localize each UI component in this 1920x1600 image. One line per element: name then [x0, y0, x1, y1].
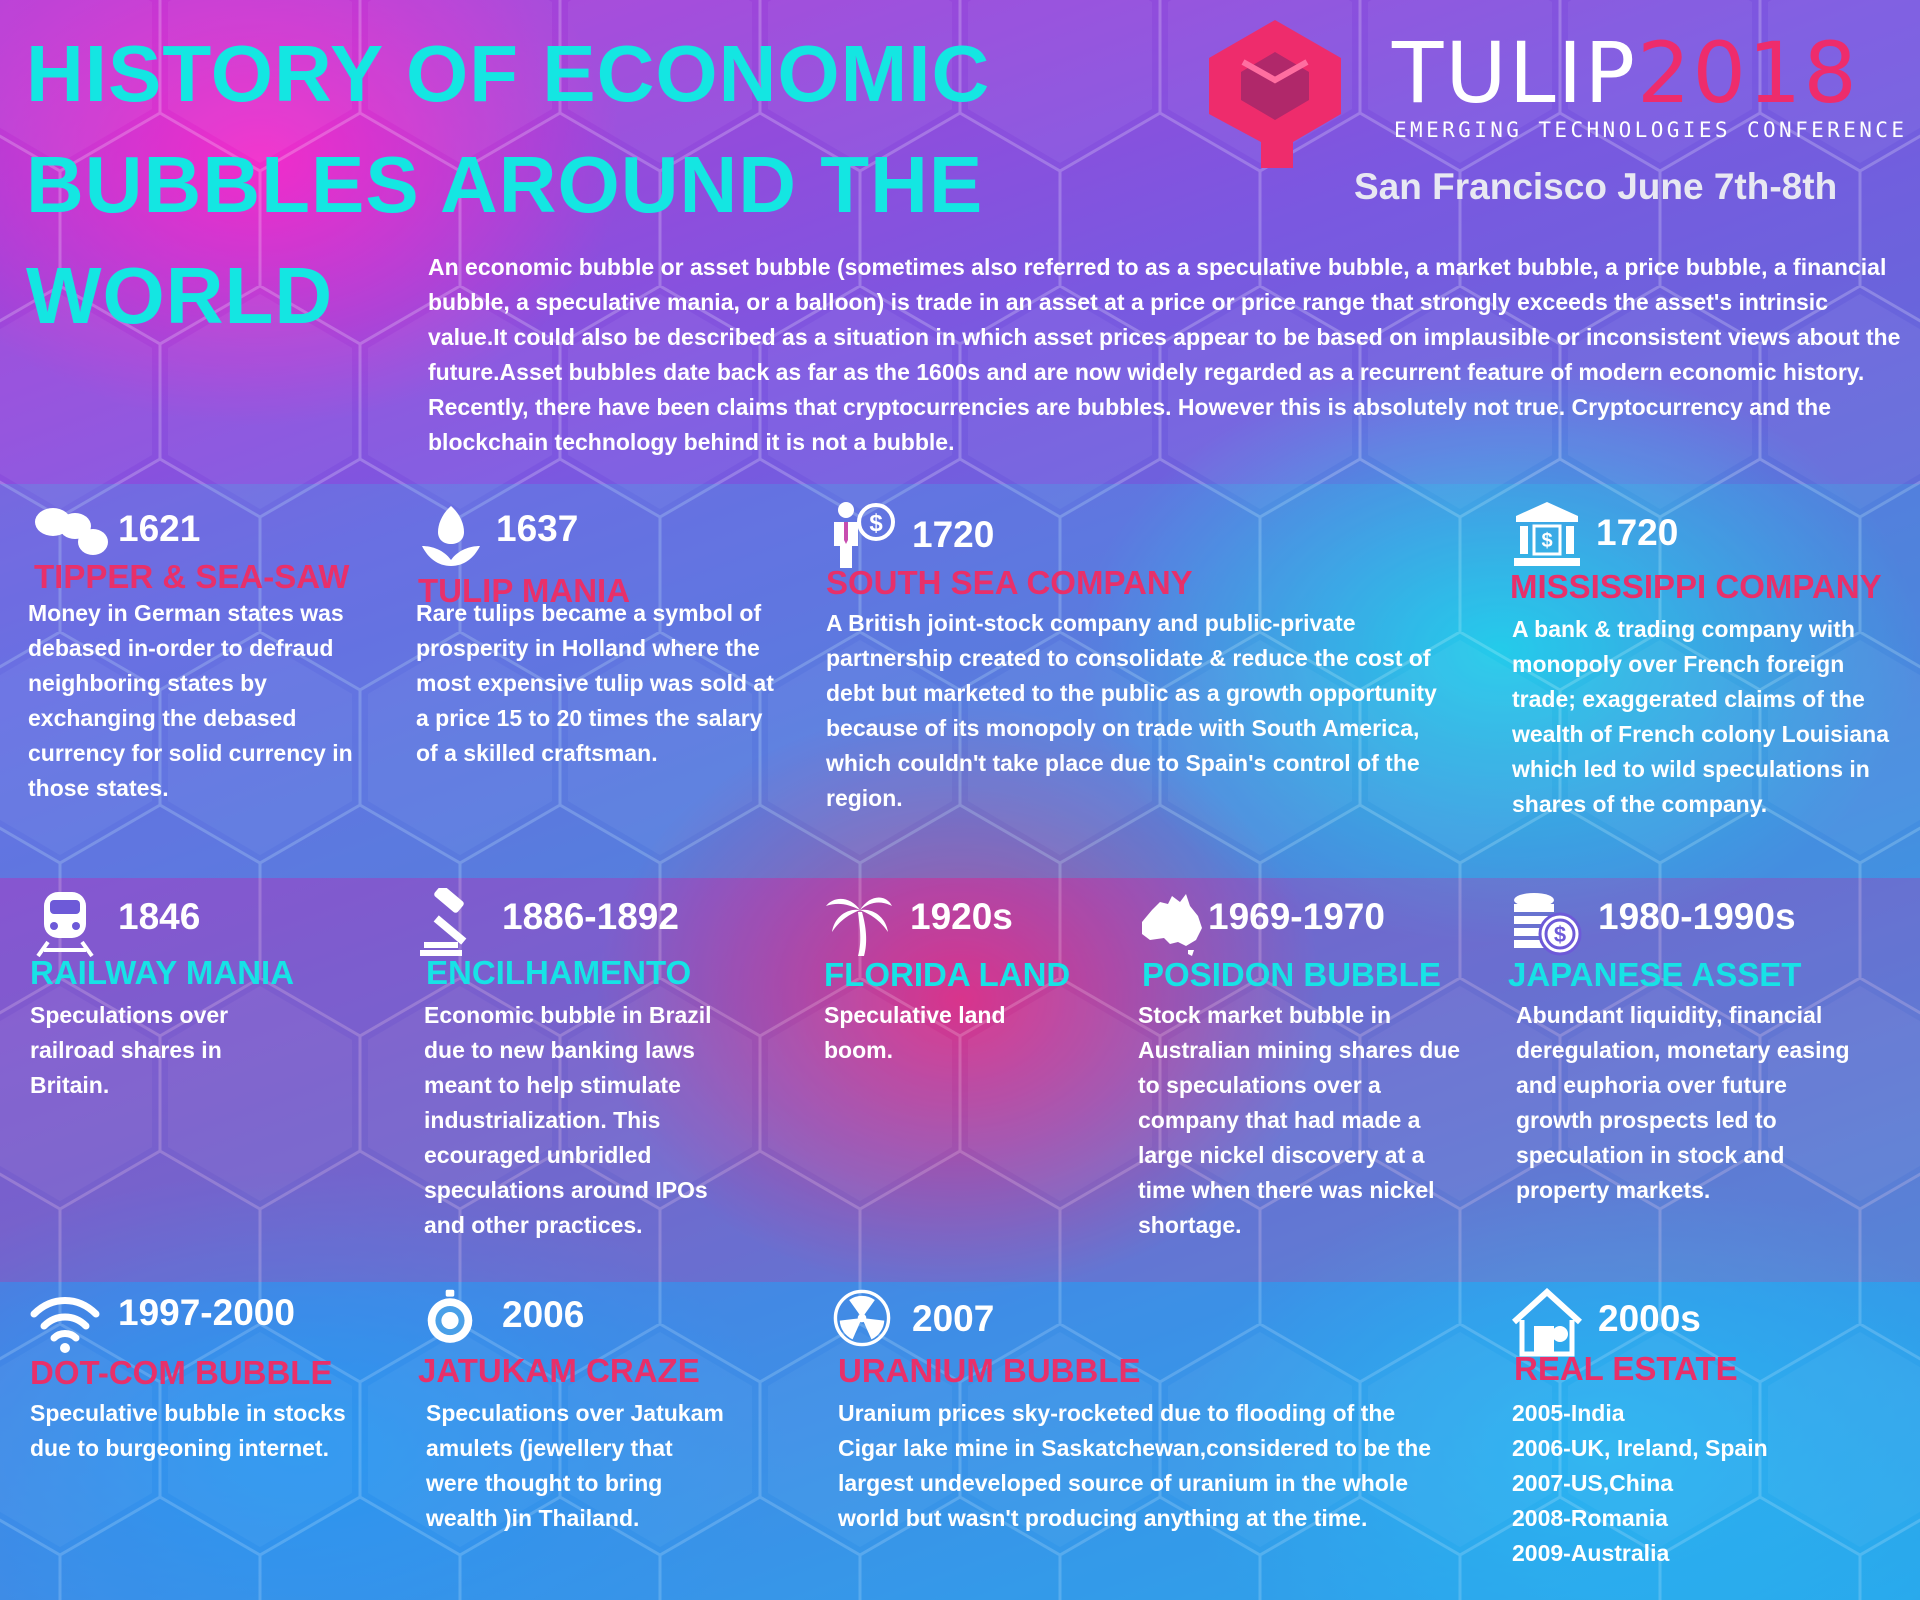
businessman-dollar-icon: $ — [834, 502, 895, 568]
palm-tree-icon — [826, 897, 892, 956]
bubble-description: Stock market bubble in Australian mining… — [1138, 1002, 1461, 1238]
bubble-year: 2007 — [912, 1298, 995, 1339]
bubble-name: ENCILHAMENTO — [426, 954, 692, 991]
bank-icon: $ — [1514, 502, 1580, 566]
bubble-year: 1637 — [496, 508, 579, 549]
logo-tagline: EMERGING TECHNOLOGIES CONFERENCE — [1394, 118, 1908, 142]
bubble-year: 1920s — [910, 896, 1013, 937]
intro-paragraph: An economic bubble or asset bubble (some… — [428, 254, 1901, 455]
bubble-description: Speculations over railroad shares in Bri… — [30, 1002, 229, 1098]
bubble-year: 2000s — [1598, 1298, 1701, 1339]
radiation-icon — [833, 1289, 891, 1347]
bubble-card-2000s: 2000s REAL ESTATE 2005-India 2006-UK, Ir… — [1512, 1288, 1912, 1588]
train-icon — [36, 892, 94, 958]
svg-text:$: $ — [1541, 530, 1552, 552]
bubble-description: Abundant liquidity, financial deregulati… — [1516, 1002, 1850, 1203]
timeline-band-2 — [0, 878, 1920, 1282]
bubble-year: 1969-1970 — [1208, 896, 1385, 937]
coin-stack-icon: $ — [1514, 893, 1582, 956]
bubble-name: REAL ESTATE — [1514, 1350, 1738, 1387]
bubble-description: Economic bubble in Brazil due to new ban… — [424, 1002, 712, 1238]
wifi-icon — [30, 1297, 100, 1353]
bubble-card-1720-south-sea: $ 1720 SOUTH SEA COMPANY A British joint… — [826, 500, 1456, 830]
timeline-band-3 — [0, 1282, 1920, 1600]
bubble-card-1969: 1969-1970 POSIDON BUBBLE Stock market bu… — [1138, 888, 1478, 1248]
bubble-year: 1997-2000 — [118, 1292, 295, 1333]
bubble-year: 1886-1892 — [502, 896, 679, 937]
bubble-card-1846: 1846 RAILWAY MANIA Speculations over rai… — [30, 888, 360, 1108]
svg-text:$: $ — [869, 510, 883, 537]
page-title: HISTORY OF ECONOMIC BUBBLES AROUND THE W… — [26, 29, 991, 340]
bubble-description: Speculative bubble in stocks due to burg… — [30, 1400, 346, 1461]
house-icon — [1512, 1288, 1582, 1357]
bubble-name: FLORIDA LAND — [824, 956, 1071, 993]
gavel-icon — [420, 888, 467, 956]
bubble-card-1920s: 1920s FLORIDA LAND Speculative land boom… — [824, 888, 1114, 1108]
logo-wordmark: TULIP2018 — [1392, 28, 1859, 118]
bubble-description: Money in German states was debased in-or… — [28, 600, 353, 801]
bubble-name: TIPPER & SEA-SAW — [34, 558, 350, 595]
bubble-name: DOT-COM BUBBLE — [30, 1354, 333, 1391]
bubble-description: Rare tulips became a symbol of prosperit… — [416, 600, 774, 766]
bubble-card-1621: 1621 TIPPER & SEA-SAW Money in German st… — [28, 500, 388, 830]
bubble-name: JAPANESE ASSET — [1508, 956, 1802, 993]
bubble-year: 2006 — [502, 1294, 585, 1335]
svg-text:$: $ — [1554, 922, 1566, 947]
bubble-description: Uranium prices sky-rocketed due to flood… — [838, 1400, 1432, 1531]
logo-word: TULIP — [1392, 24, 1638, 122]
bubble-description: 2005-India 2006-UK, Ireland, Spain 2007-… — [1512, 1400, 1768, 1566]
bubble-name: URANIUM BUBBLE — [838, 1352, 1141, 1389]
bubble-description: A bank & trading company with monopoly o… — [1512, 616, 1889, 817]
bubble-card-1997: 1997-2000 DOT-COM BUBBLE Speculative bub… — [30, 1288, 390, 1508]
logo-year: 2018 — [1637, 24, 1859, 122]
bubble-card-1886: 1886-1892 ENCILHAMENTO Economic bubble i… — [420, 888, 760, 1248]
bubble-name: MISSISSIPPI COMPANY — [1510, 568, 1882, 605]
tulip-icon — [422, 506, 480, 566]
australia-map-icon — [1142, 894, 1202, 956]
bubble-description: A British joint-stock company and public… — [826, 610, 1437, 811]
bubble-description: Speculative land boom. — [824, 1002, 1006, 1063]
bubble-year: 1846 — [118, 896, 201, 937]
bubble-name: RAILWAY MANIA — [30, 954, 295, 991]
bubble-card-2007: 2007 URANIUM BUBBLE Uranium prices sky-r… — [832, 1288, 1452, 1588]
bubble-name: JATUKAM CRAZE — [418, 1352, 700, 1389]
coins-icon — [35, 508, 108, 555]
bubble-year: 1621 — [118, 508, 201, 549]
tulip-logo-icon — [1209, 20, 1341, 168]
bubble-card-1720-mississippi: $ 1720 MISSISSIPPI COMPANY A bank & trad… — [1510, 500, 1912, 860]
bubble-name: SOUTH SEA COMPANY — [826, 564, 1193, 601]
bubble-card-1637: 1637 TULIP MANIA Rare tulips became a sy… — [416, 500, 776, 830]
bubble-name: POSIDON BUBBLE — [1142, 956, 1441, 993]
timeline-band-1 — [0, 484, 1920, 878]
amulet-icon — [427, 1289, 473, 1343]
event-info: San Francisco June 7th-8th — [1354, 166, 1838, 207]
bubble-card-1980: $ 1980-1990s JAPANESE ASSET Abundant liq… — [1508, 888, 1912, 1248]
bubble-year: 1980-1990s — [1598, 896, 1796, 937]
bubble-year: 1720 — [912, 514, 995, 555]
bubble-card-2006: 2006 JATUKAM CRAZE Speculations over Jat… — [418, 1288, 750, 1588]
bubble-name: TULIP MANIA — [418, 572, 631, 609]
bubble-description: Speculations over Jatukam amulets (jewel… — [426, 1400, 724, 1531]
bubble-year: 1720 — [1596, 512, 1679, 553]
